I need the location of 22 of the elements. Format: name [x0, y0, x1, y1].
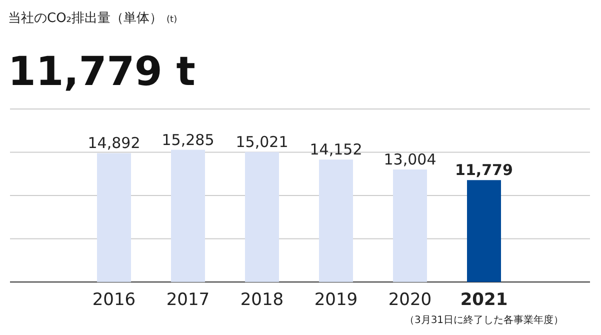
bar: [467, 180, 501, 282]
bar: [245, 152, 279, 282]
data-label: 11,779: [455, 161, 513, 180]
text: （3月31日に終了した各事業年度）: [404, 314, 564, 326]
x-tick-label: 2020: [388, 290, 432, 310]
legend-title: (t): [166, 15, 178, 25]
data-label: 15,021: [236, 133, 288, 152]
bar: [97, 153, 131, 282]
data-label: 15,285: [162, 130, 214, 149]
chart-title: 当社のCO₂排出量（単体）: [8, 11, 163, 26]
bar: [393, 170, 427, 282]
x-tick-label: 2016: [92, 290, 136, 310]
x-tick-label: 2019: [314, 290, 358, 310]
data-label: 13,004: [384, 150, 436, 169]
data-label: 14,892: [88, 134, 140, 152]
x-tick-label: 2017: [166, 290, 210, 310]
bar: [319, 160, 353, 282]
data-label: 14,152: [310, 140, 362, 159]
bar: [171, 150, 205, 282]
x-tick-label: 2018: [240, 290, 284, 310]
chart-subtitle: 11,779 t: [8, 49, 196, 95]
x-tick-label: 2021: [460, 290, 508, 310]
